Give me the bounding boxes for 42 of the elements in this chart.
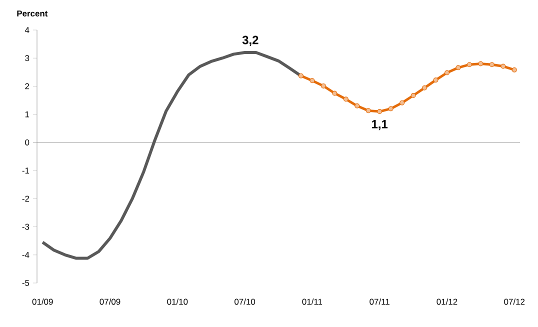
x-tick-label: 01/12 — [436, 298, 458, 305]
y-tick-label: 0 — [25, 139, 30, 146]
y-tick-label: -5 — [22, 280, 30, 286]
point — [298, 73, 304, 78]
y-tick-label: -1 — [22, 168, 30, 174]
y-tick-label: 3 — [25, 55, 30, 62]
point — [354, 103, 360, 108]
point — [343, 96, 348, 102]
x-tick-label: 07/11 — [370, 298, 390, 305]
point — [310, 78, 315, 84]
point — [377, 109, 382, 114]
point — [422, 85, 428, 90]
point — [410, 93, 416, 98]
y-tick-label: -3 — [22, 224, 30, 230]
annotation: 1,1 — [372, 120, 388, 130]
y-tick-label: -4 — [22, 252, 30, 258]
annotation: 3,2 — [242, 36, 258, 46]
point — [512, 67, 517, 72]
point — [478, 61, 484, 66]
point — [444, 70, 450, 76]
point — [320, 83, 326, 88]
x-tick-label: 07/12 — [504, 298, 525, 305]
x-tick-label: 07/10 — [234, 298, 256, 305]
y-tick-label: 4 — [24, 27, 30, 33]
point — [466, 62, 472, 68]
x-tick-label: 01/09 — [32, 298, 53, 305]
point — [388, 106, 394, 112]
x-tick-label: 01/10 — [167, 298, 188, 305]
point — [500, 64, 506, 69]
x-tick-label: 07/09 — [100, 298, 120, 305]
x-tick-label: 01/11 — [302, 298, 322, 305]
point — [433, 78, 438, 83]
y-tick-label: 2 — [25, 83, 30, 90]
y-tick-label: 1 — [25, 111, 30, 118]
point — [332, 90, 338, 96]
y-axis-title: Percent — [17, 10, 48, 16]
line-series — [41, 51, 302, 260]
point — [456, 65, 461, 70]
point — [489, 62, 494, 68]
point — [400, 100, 405, 106]
point — [366, 108, 371, 114]
y-tick-label: -2 — [22, 196, 30, 202]
